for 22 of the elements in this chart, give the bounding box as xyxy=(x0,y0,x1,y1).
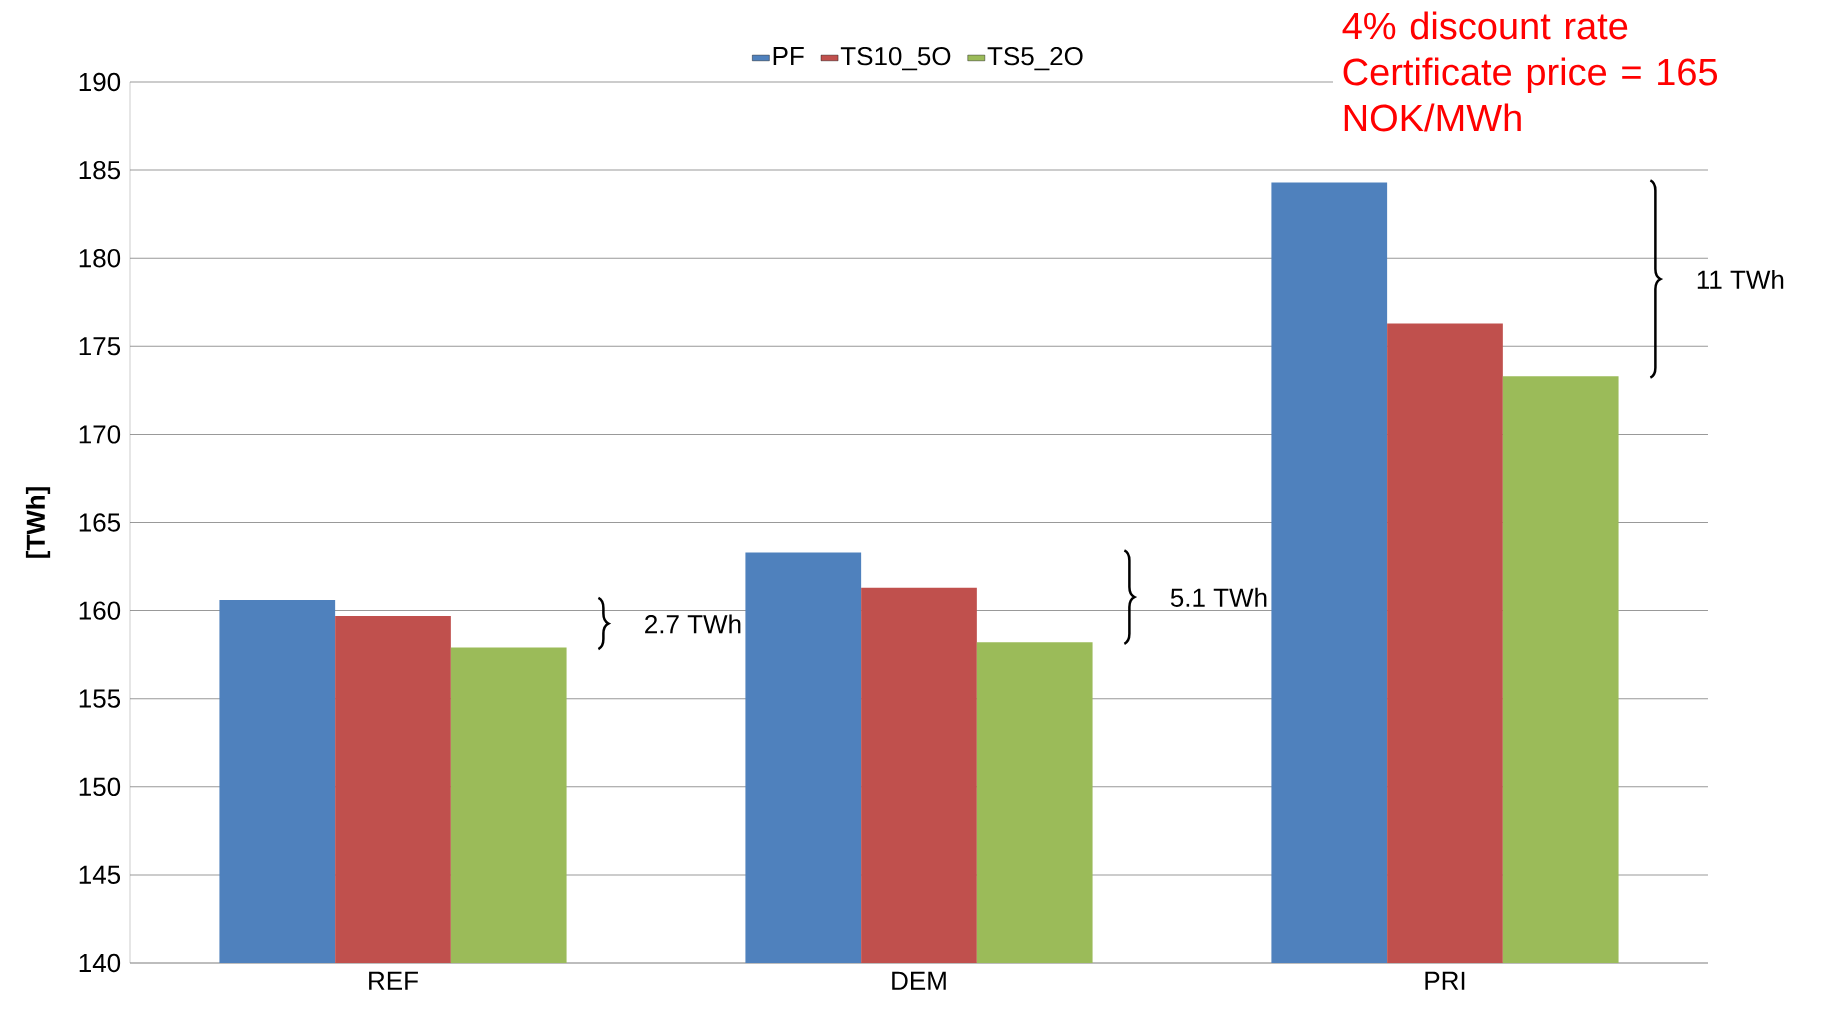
x-tick-label: PRI xyxy=(1425,971,1465,990)
annotation: 5.1 TWh xyxy=(1170,587,1267,607)
y-tick-label: 145 xyxy=(79,865,121,884)
legend-label: PF xyxy=(773,47,804,65)
y-tick-label: 175 xyxy=(79,337,121,356)
annotation: 11 TWh xyxy=(1697,269,1784,289)
y-tick-label: 155 xyxy=(79,689,121,708)
y-tick-label: 180 xyxy=(79,248,121,268)
y-tick-label: 140 xyxy=(79,953,121,973)
legend-label: TS10_5O xyxy=(840,46,951,71)
y-tick-label: 185 xyxy=(79,160,121,180)
x-tick-label: REF xyxy=(369,971,418,990)
y-tick-label: 170 xyxy=(79,425,121,444)
y-tick-label: 165 xyxy=(79,513,121,532)
y-axis-title: [TWh] xyxy=(25,487,51,558)
legend-label: TS5_2O xyxy=(987,46,1083,71)
y-tick-label: 160 xyxy=(79,601,121,620)
annotation: 4% discount rate Certificate price = 165 NOK/MWh xyxy=(1342,11,1718,132)
x-tick-label: DEM xyxy=(892,971,946,990)
annotation: 2.7 TWh xyxy=(645,614,741,634)
y-tick-label: 150 xyxy=(79,777,121,796)
y-tick-label: 190 xyxy=(79,72,121,92)
